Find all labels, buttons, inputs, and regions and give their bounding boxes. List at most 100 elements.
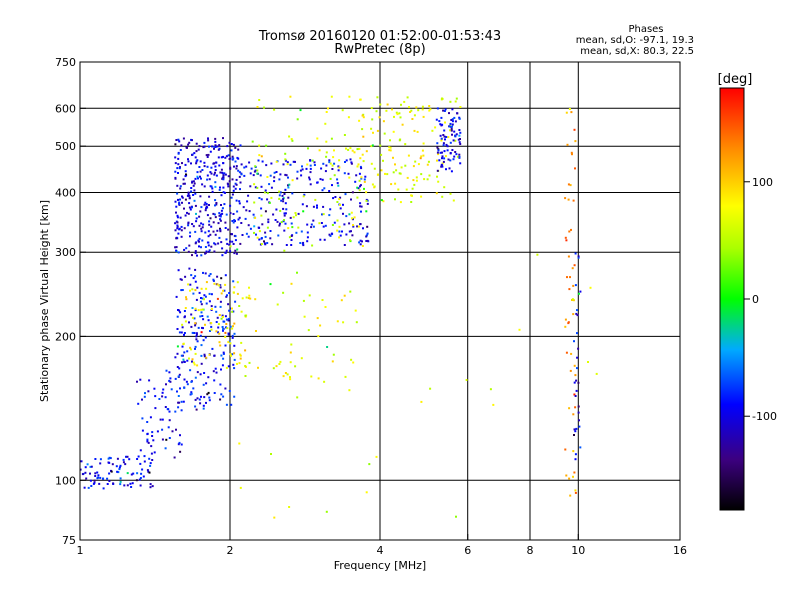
- data-point: [273, 516, 276, 519]
- data-point: [231, 193, 234, 196]
- data-point: [380, 153, 383, 156]
- data-point: [318, 222, 321, 225]
- data-point: [279, 360, 282, 363]
- data-point: [352, 224, 354, 227]
- data-point: [194, 268, 197, 271]
- data-point: [318, 149, 321, 152]
- data-point: [175, 205, 178, 208]
- data-point: [322, 162, 325, 165]
- data-point: [252, 174, 255, 177]
- data-point: [177, 138, 180, 141]
- data-point: [200, 246, 202, 249]
- data-point: [296, 177, 299, 180]
- data-point: [227, 228, 230, 231]
- data-point: [198, 237, 201, 240]
- data-point: [222, 315, 224, 318]
- data-point: [575, 427, 578, 430]
- data-point: [161, 395, 164, 398]
- data-point: [195, 335, 198, 338]
- data-point: [573, 381, 576, 384]
- data-point: [426, 163, 429, 166]
- data-point: [197, 309, 200, 312]
- data-point: [232, 363, 235, 366]
- data-point: [191, 153, 194, 156]
- data-point: [277, 234, 280, 237]
- data-point: [376, 96, 379, 99]
- data-point: [338, 159, 341, 162]
- data-point: [222, 351, 225, 354]
- data-point: [225, 249, 228, 252]
- data-point: [565, 474, 568, 477]
- data-point: [233, 332, 236, 335]
- y-tick-label: 75: [62, 534, 76, 547]
- data-point: [200, 311, 203, 314]
- data-point: [239, 486, 242, 489]
- data-point: [234, 300, 237, 303]
- data-point: [363, 178, 366, 181]
- data-point: [333, 221, 336, 224]
- data-point: [567, 198, 570, 201]
- data-point: [174, 229, 177, 232]
- data-point: [195, 142, 198, 145]
- data-point: [253, 170, 256, 173]
- data-point: [331, 164, 334, 167]
- data-point: [579, 446, 582, 449]
- data-point: [111, 463, 114, 466]
- data-point: [210, 166, 213, 169]
- data-point: [190, 348, 192, 351]
- data-point: [322, 205, 325, 208]
- data-point: [176, 192, 179, 195]
- data-point: [412, 179, 415, 182]
- data-point: [205, 207, 207, 210]
- data-point: [341, 109, 344, 112]
- data-point: [564, 318, 567, 321]
- data-point: [179, 216, 182, 219]
- data-point: [189, 393, 192, 396]
- data-point: [198, 224, 201, 227]
- data-point: [423, 178, 426, 181]
- data-point: [234, 182, 237, 185]
- data-point: [194, 307, 197, 310]
- data-point: [181, 195, 183, 198]
- data-point: [309, 159, 312, 162]
- data-point: [574, 284, 577, 287]
- data-point: [573, 393, 576, 396]
- data-point: [359, 98, 362, 101]
- data-point: [168, 410, 171, 413]
- data-point: [310, 375, 313, 378]
- data-point: [444, 155, 447, 158]
- data-point: [174, 143, 177, 146]
- data-point: [568, 108, 571, 110]
- data-point: [187, 158, 189, 161]
- data-point: [191, 358, 194, 361]
- data-point: [205, 382, 208, 385]
- data-point: [230, 149, 233, 152]
- data-point: [123, 484, 126, 487]
- data-point: [188, 357, 190, 360]
- data-point: [439, 123, 442, 126]
- data-point: [325, 510, 328, 513]
- data-point: [294, 365, 297, 368]
- data-point: [94, 472, 97, 475]
- data-point: [180, 354, 183, 357]
- data-point: [364, 175, 367, 178]
- data-point: [215, 202, 218, 204]
- data-point: [209, 273, 212, 275]
- data-point: [236, 248, 239, 251]
- data-point: [232, 280, 235, 283]
- data-point: [354, 309, 357, 312]
- data-point: [365, 199, 368, 202]
- data-point: [216, 316, 219, 319]
- data-point: [292, 160, 295, 163]
- data-point: [182, 400, 185, 403]
- data-point: [299, 109, 302, 112]
- data-point: [248, 361, 251, 364]
- data-point: [176, 227, 179, 230]
- data-point: [309, 183, 312, 186]
- data-point: [231, 334, 234, 337]
- data-point: [339, 196, 342, 199]
- data-point: [295, 214, 297, 217]
- data-point: [573, 434, 575, 436]
- data-point: [211, 187, 214, 190]
- data-point: [208, 195, 211, 198]
